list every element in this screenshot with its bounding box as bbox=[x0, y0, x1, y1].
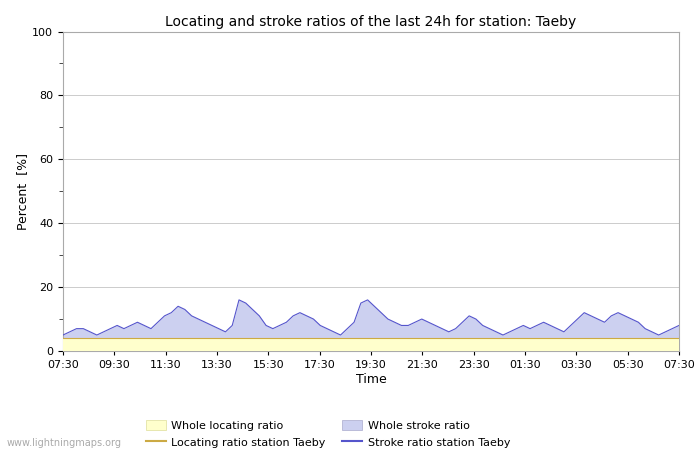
X-axis label: Time: Time bbox=[356, 373, 386, 386]
Text: www.lightningmaps.org: www.lightningmaps.org bbox=[7, 438, 122, 448]
Y-axis label: Percent  [%]: Percent [%] bbox=[17, 153, 29, 230]
Title: Locating and stroke ratios of the last 24h for station: Taeby: Locating and stroke ratios of the last 2… bbox=[165, 15, 577, 29]
Legend: Whole locating ratio, Locating ratio station Taeby, Whole stroke ratio, Stroke r: Whole locating ratio, Locating ratio sta… bbox=[146, 420, 510, 448]
